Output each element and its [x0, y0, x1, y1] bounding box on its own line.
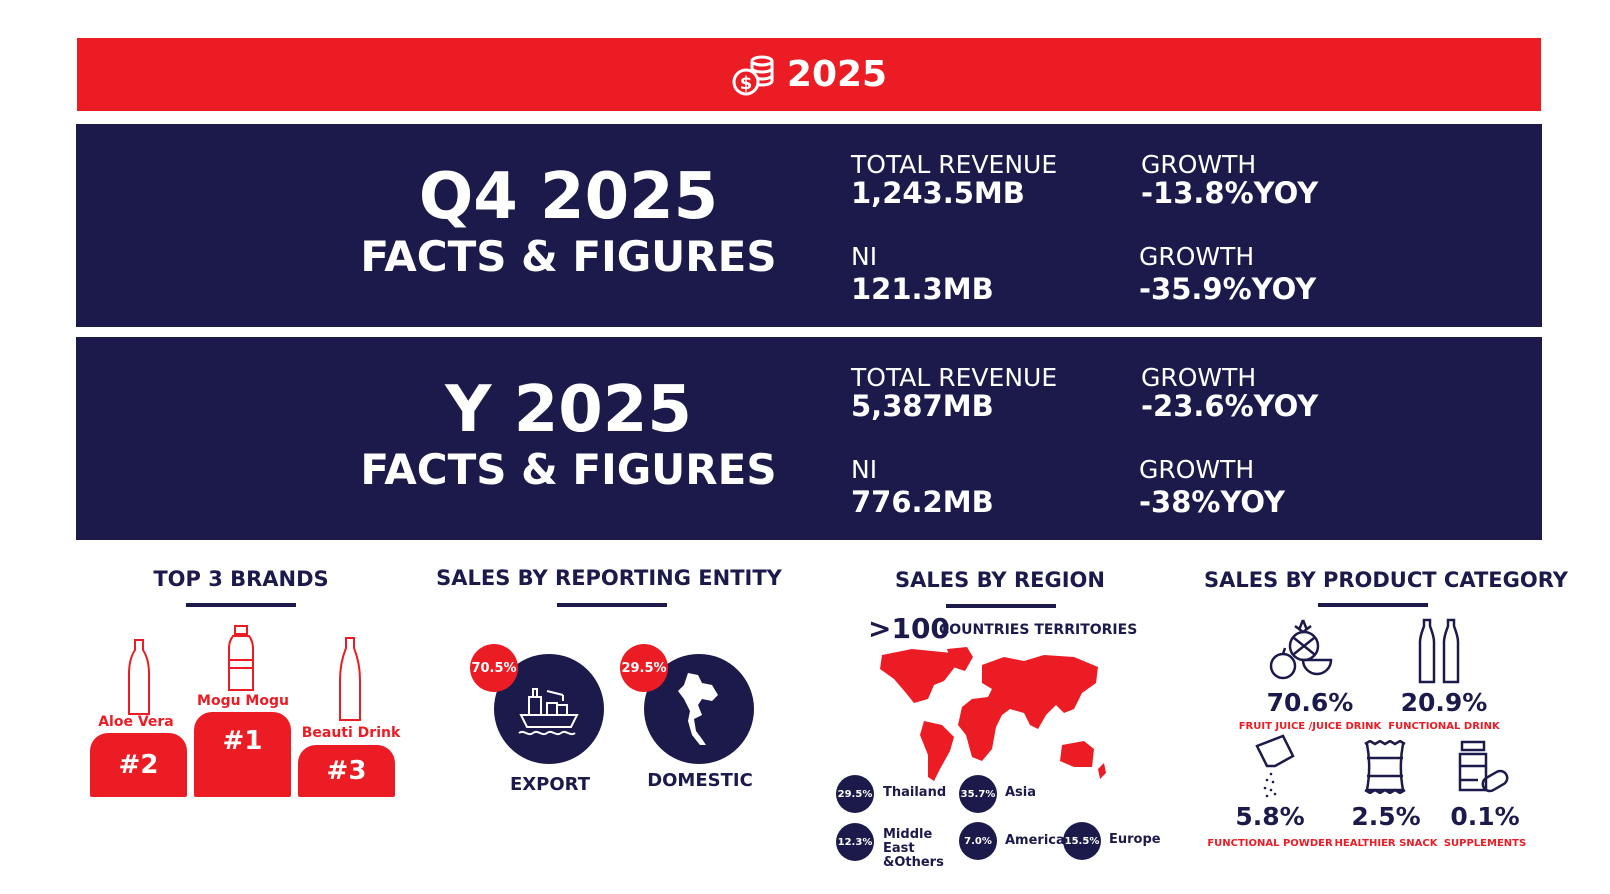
domestic-label: DOMESTIC: [647, 770, 753, 791]
coins-dollar-icon: $: [732, 55, 774, 95]
q4-revenue-growth: -13.8%YOY: [1141, 176, 1319, 210]
region-heading: SALES BY REGION: [895, 568, 1105, 592]
brands-heading: TOP 3 BRANDS: [153, 567, 329, 591]
region-count-label: COUNTRIES TERRITORIES: [939, 622, 1138, 638]
category-pct: 2.5%: [1351, 802, 1421, 831]
year-revenue-growth-label: GROWTH: [1141, 363, 1257, 392]
podium-rank-2: #2: [90, 733, 187, 797]
region-name: Europe: [1109, 832, 1161, 847]
export-pct-badge: 70.5%: [470, 644, 518, 692]
export-label: EXPORT: [510, 774, 590, 795]
year-ni: 776.2MB: [851, 485, 994, 519]
region-name: Asia: [1005, 785, 1037, 800]
svg-text:$: $: [740, 73, 753, 94]
q4-revenue-label: TOTAL REVENUE: [851, 150, 1058, 179]
year-banner: $ 2025: [77, 38, 1541, 111]
year-ni-growth: -38%YOY: [1139, 485, 1286, 519]
world-map-icon: [880, 647, 1106, 781]
q4-revenue-growth-label: GROWTH: [1141, 150, 1257, 179]
cargo-ship-icon: [518, 688, 579, 736]
q4-ni-label: NI: [851, 242, 878, 271]
bottle-icon: [128, 639, 150, 715]
category-heading: SALES BY PRODUCT CATEGORY: [1204, 568, 1568, 592]
q4-subtitle: FACTS & FIGURES: [360, 232, 777, 281]
category-name: FUNCTIONAL DRINK: [1388, 721, 1500, 732]
region-name: Middle East &Others: [883, 827, 944, 870]
region-pct-badge: 12.3%: [836, 823, 874, 861]
region-pct-badge: 29.5%: [836, 775, 874, 813]
banner-year: 2025: [786, 54, 888, 95]
category-name: SUPPLEMENTS: [1443, 838, 1527, 849]
q4-ni: 121.3MB: [851, 272, 994, 306]
brand-name: Mogu Mogu: [197, 693, 289, 709]
domestic-pct-badge: 29.5%: [620, 644, 668, 692]
year-ni-label: NI: [851, 455, 878, 484]
category-pct: 20.9%: [1400, 688, 1488, 717]
year-subtitle: FACTS & FIGURES: [360, 445, 777, 494]
region-rule: [946, 604, 1056, 608]
entity-rule: [557, 603, 667, 607]
bottle-icon: [339, 637, 361, 721]
brand-name: Aloe Vera: [98, 714, 174, 730]
q4-title: Q4 2025: [418, 160, 719, 234]
category-name: FUNCTIONAL POWDER: [1207, 838, 1333, 849]
brand-name: Beauti Drink: [301, 725, 401, 741]
year-revenue-growth: -23.6%YOY: [1141, 389, 1319, 423]
podium-rank-3: #3: [298, 745, 395, 797]
q4-panel: Q4 2025 FACTS & FIGURES TOTAL REVENUE 1,…: [76, 124, 1542, 327]
category-pct: 70.6%: [1266, 688, 1354, 717]
category-rule: [1318, 603, 1428, 607]
fruits-icon: [1269, 619, 1333, 680]
category-pct: 0.1%: [1450, 802, 1520, 831]
q4-ni-growth-label: GROWTH: [1139, 242, 1255, 271]
region-name: America: [1005, 833, 1065, 848]
supplement-bottle-icon: [1458, 740, 1509, 793]
entity-heading: SALES BY REPORTING ENTITY: [436, 566, 782, 590]
year-ni-growth-label: GROWTH: [1139, 455, 1255, 484]
thailand-map-icon: [678, 673, 718, 745]
powder-sachet-icon: [1255, 734, 1295, 798]
region-count: >100: [868, 612, 950, 645]
region-name: Thailand: [883, 785, 947, 800]
year-revenue-label: TOTAL REVENUE: [851, 363, 1058, 392]
bottle-icon: [228, 625, 254, 691]
year-revenue: 5,387MB: [851, 389, 994, 423]
region-pct-badge: 35.7%: [959, 775, 997, 813]
category-name: FRUIT JUICE /JUICE DRINK: [1238, 721, 1382, 732]
category-name: HEALTHIER SNACK: [1334, 838, 1438, 849]
category-pct: 5.8%: [1235, 802, 1305, 831]
region-pct-badge: 15.5%: [1063, 822, 1101, 860]
bottles-icon: [1418, 618, 1460, 684]
region-pct-badge: 7.0%: [959, 822, 997, 860]
brands-rule: [186, 603, 296, 607]
year-panel: Y 2025 FACTS & FIGURES TOTAL REVENUE 5,3…: [76, 337, 1542, 540]
q4-revenue: 1,243.5MB: [851, 176, 1025, 210]
snack-bag-icon: [1364, 740, 1406, 794]
podium-rank-1: #1: [194, 712, 291, 797]
year-title: Y 2025: [445, 373, 692, 447]
q4-ni-growth: -35.9%YOY: [1139, 272, 1317, 306]
